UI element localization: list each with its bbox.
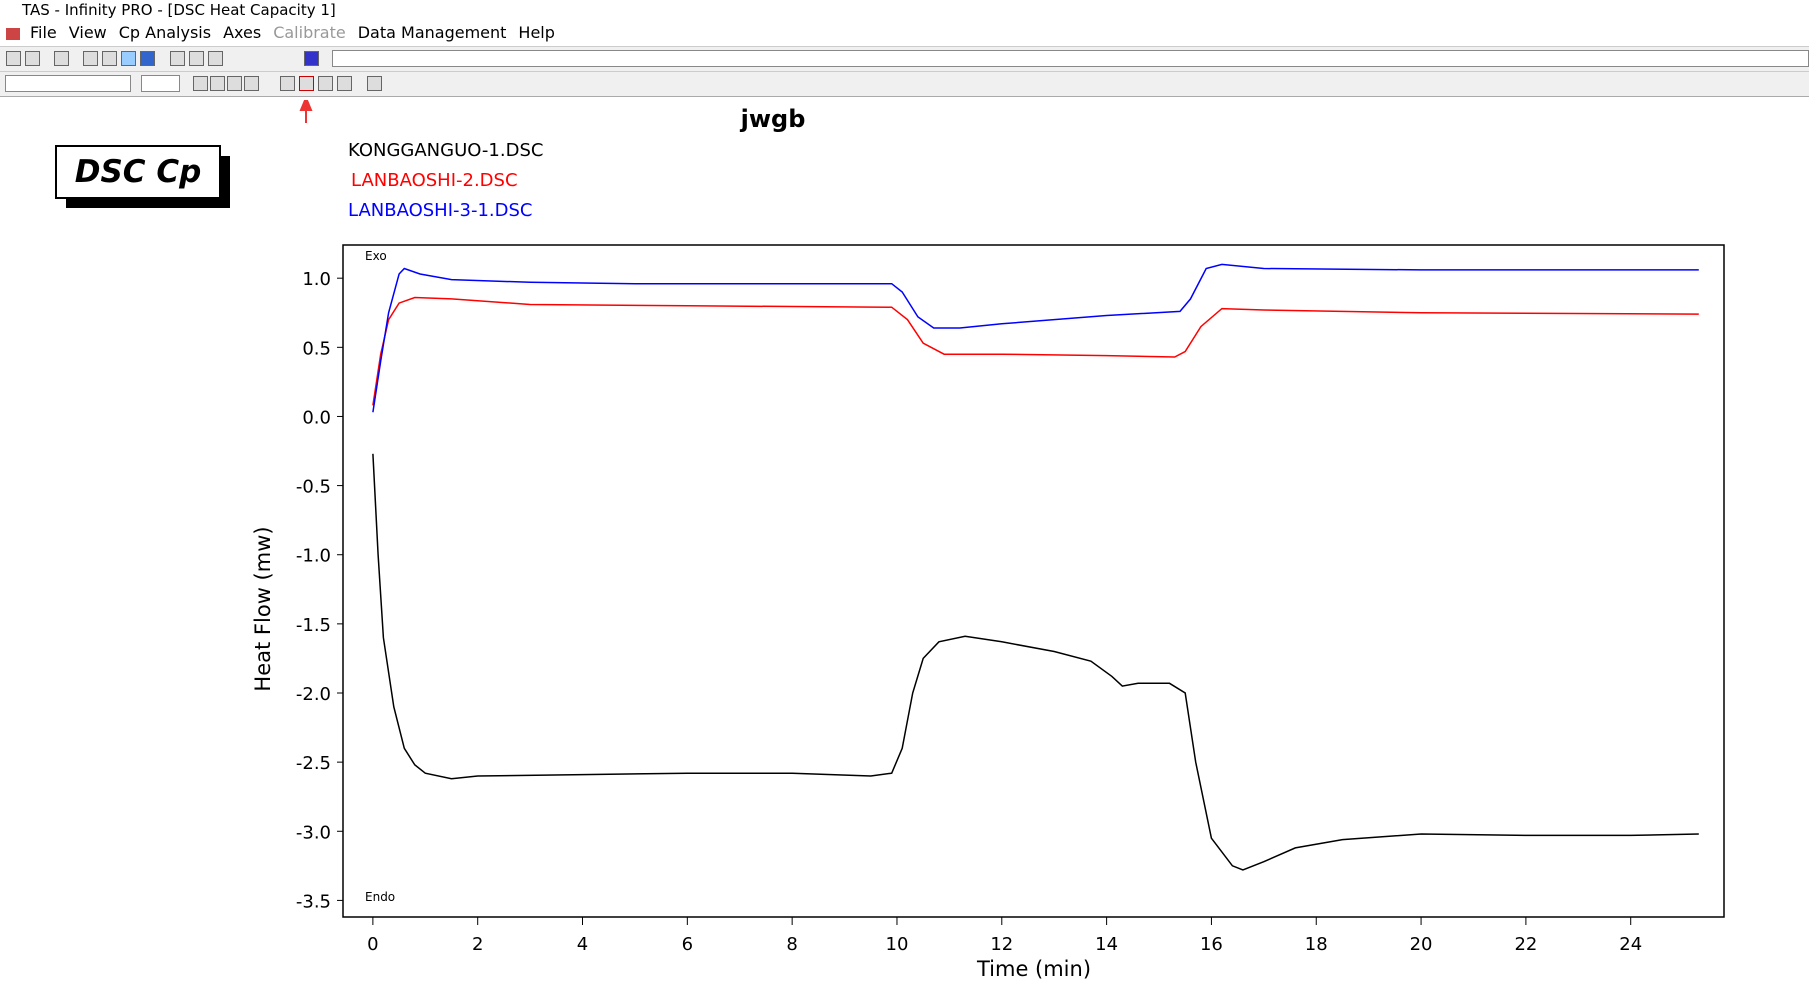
x-tick-label: 16 [1200,934,1223,955]
annotation: Exo [365,249,387,263]
x-tick-label: 2 [472,934,483,955]
legend-entry: LANBAOSHI-2.DSC [351,170,518,191]
select-button[interactable] [83,51,98,66]
font-dropdown[interactable] [5,75,131,92]
x-tick-label: 22 [1514,934,1537,955]
pointer-arrow [299,100,313,123]
menu-item: Calibrate [273,23,346,42]
fit-button[interactable] [121,51,136,66]
x-tick-label: 4 [577,934,588,955]
grid-button[interactable] [140,51,155,66]
x-tick-label: 8 [786,934,797,955]
italic-button[interactable] [227,76,242,91]
y-tick-label: -1.0 [296,546,331,567]
menu-item[interactable]: Data Management [357,23,507,42]
toolbar [0,46,1809,71]
menu-item[interactable]: Cp Analysis [118,23,212,42]
system-icon[interactable] [6,27,20,40]
plot-frame [342,244,1725,918]
save-button[interactable] [25,51,40,66]
label-text: DSC Cp [75,154,202,190]
size-dropdown[interactable] [141,75,180,92]
series-line [372,296,1699,406]
y-tick-label: -1.5 [296,615,331,636]
y-tick-label: 0.0 [302,407,331,428]
menu-item[interactable]: File [30,23,57,42]
x-tick-label: 14 [1095,934,1118,955]
menu-bar: File View Cp Analysis Axes Calibrate Data Man… [0,21,1809,45]
annotation: Endo [365,890,395,904]
legend-entry: LANBAOSHI-3-1.DSC [348,200,532,221]
y-tick-label: -2.0 [296,684,331,705]
y-tick-label: -3.0 [296,822,331,843]
tool-button[interactable] [280,76,295,91]
label-box [55,145,221,199]
underline-button[interactable] [244,76,259,91]
x-axis-label: Time (min) [976,957,1091,981]
x-tick-label: 12 [990,934,1013,955]
x-tick-label: 0 [367,934,378,955]
series-line [372,263,1699,413]
print-button[interactable] [54,51,69,66]
title-bar: TAS - Infinity PRO - [DSC Heat Capacity … [0,0,1809,20]
chart-title: jwgb [740,105,806,133]
line-button[interactable] [208,51,223,66]
text-button[interactable] [189,51,204,66]
y-axis-label: Heat Flow (mw) [251,526,275,691]
legend-button[interactable] [299,76,314,91]
series-line [372,453,1699,871]
y-tick-label: -3.5 [296,891,331,912]
zoom-button[interactable] [102,51,117,66]
format-toolbar [0,71,1809,97]
x-tick-label: 10 [886,934,909,955]
window-title: TAS - Infinity PRO - [DSC Heat Capacity … [22,1,336,19]
y-tick-label: -0.5 [296,477,331,498]
menu-item[interactable]: Axes [223,23,262,42]
tool-button[interactable] [337,76,352,91]
status-field [332,50,1809,67]
y-tick-label: 0.5 [302,338,331,359]
frame-button[interactable] [170,51,185,66]
y-tick-label: -2.5 [296,753,331,774]
y-tick-label: 1.0 [302,269,331,290]
x-tick-label: 20 [1410,934,1433,955]
help-button[interactable] [304,51,319,66]
menu-item[interactable]: View [68,23,107,42]
chart: DSC Cp jwgb Exo Endo Time (min) Heat Flo… [55,100,1725,981]
x-tick-label: 6 [682,934,693,955]
format-button[interactable] [193,76,208,91]
bold-button[interactable] [210,76,225,91]
tool-button[interactable] [318,76,333,91]
legend-entry: KONGGANGUO-1.DSC [348,140,543,161]
open-button[interactable] [6,51,21,66]
x-tick-label: 24 [1619,934,1642,955]
tool-button[interactable] [367,76,382,91]
x-tick-label: 18 [1305,934,1328,955]
menu-item[interactable]: Help [518,23,555,42]
